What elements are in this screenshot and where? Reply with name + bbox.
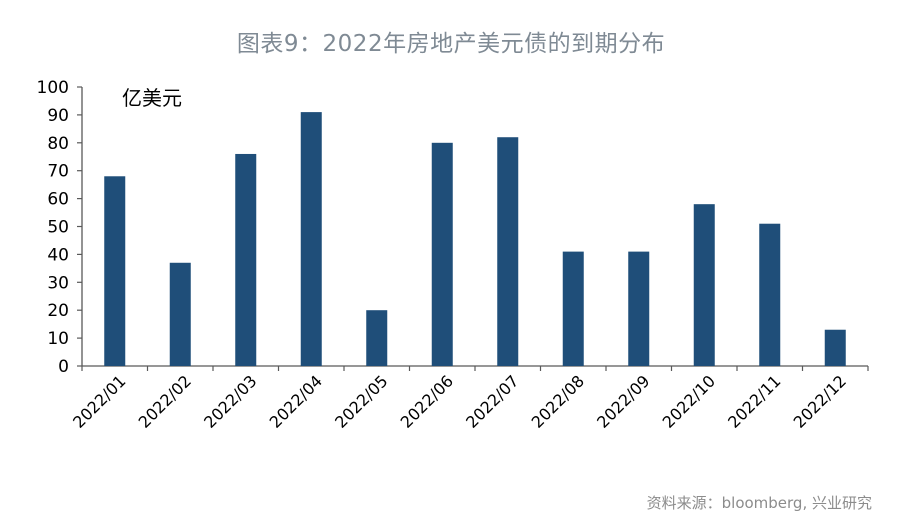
- x-tick-label: 2022/07: [462, 371, 522, 431]
- y-tick-label: 100: [37, 78, 69, 98]
- x-tick-label: 2022/08: [528, 371, 588, 431]
- bar-2022-08: [562, 251, 584, 366]
- y-tick-label: 80: [47, 134, 69, 154]
- y-unit-label: 亿美元: [122, 86, 182, 110]
- y-tick-label: 40: [47, 245, 69, 265]
- y-tick-label: 60: [47, 190, 69, 210]
- x-tick-label: 2022/11: [724, 371, 784, 431]
- y-tick-label: 30: [47, 273, 69, 293]
- x-tick-label: 2022/05: [331, 371, 391, 431]
- x-tick-label: 2022/01: [69, 371, 129, 431]
- bar-2022-02: [169, 262, 191, 366]
- y-tick-label: 20: [47, 301, 69, 321]
- x-tick-label: 2022/10: [659, 371, 719, 431]
- bar-2022-12: [824, 329, 846, 366]
- y-tick-label: 0: [58, 357, 69, 377]
- bar-2022-07: [497, 137, 519, 366]
- bar-2022-09: [628, 251, 650, 366]
- bar-2022-03: [235, 153, 257, 366]
- x-tick-label: 2022/02: [135, 371, 195, 431]
- x-tick-label: 2022/04: [266, 371, 326, 431]
- bar-2022-01: [104, 176, 126, 366]
- source-note: 资料来源：bloomberg, 兴业研究: [646, 494, 872, 512]
- x-tick-label: 2022/12: [790, 371, 850, 431]
- x-tick-label: 2022/09: [593, 371, 653, 431]
- bar-2022-04: [300, 112, 322, 366]
- bar-2022-11: [759, 223, 781, 366]
- bar-2022-06: [431, 142, 453, 366]
- bar-2022-10: [693, 204, 715, 366]
- x-tick-label: 2022/06: [397, 371, 457, 431]
- x-tick-label: 2022/03: [200, 371, 260, 431]
- bar-2022-05: [366, 310, 388, 366]
- y-tick-label: 70: [47, 162, 69, 182]
- y-tick-label: 50: [47, 218, 69, 238]
- y-tick-label: 10: [47, 329, 69, 349]
- y-tick-label: 90: [47, 106, 69, 126]
- chart-title: 图表9：2022年房地产美元债的到期分布: [236, 31, 666, 57]
